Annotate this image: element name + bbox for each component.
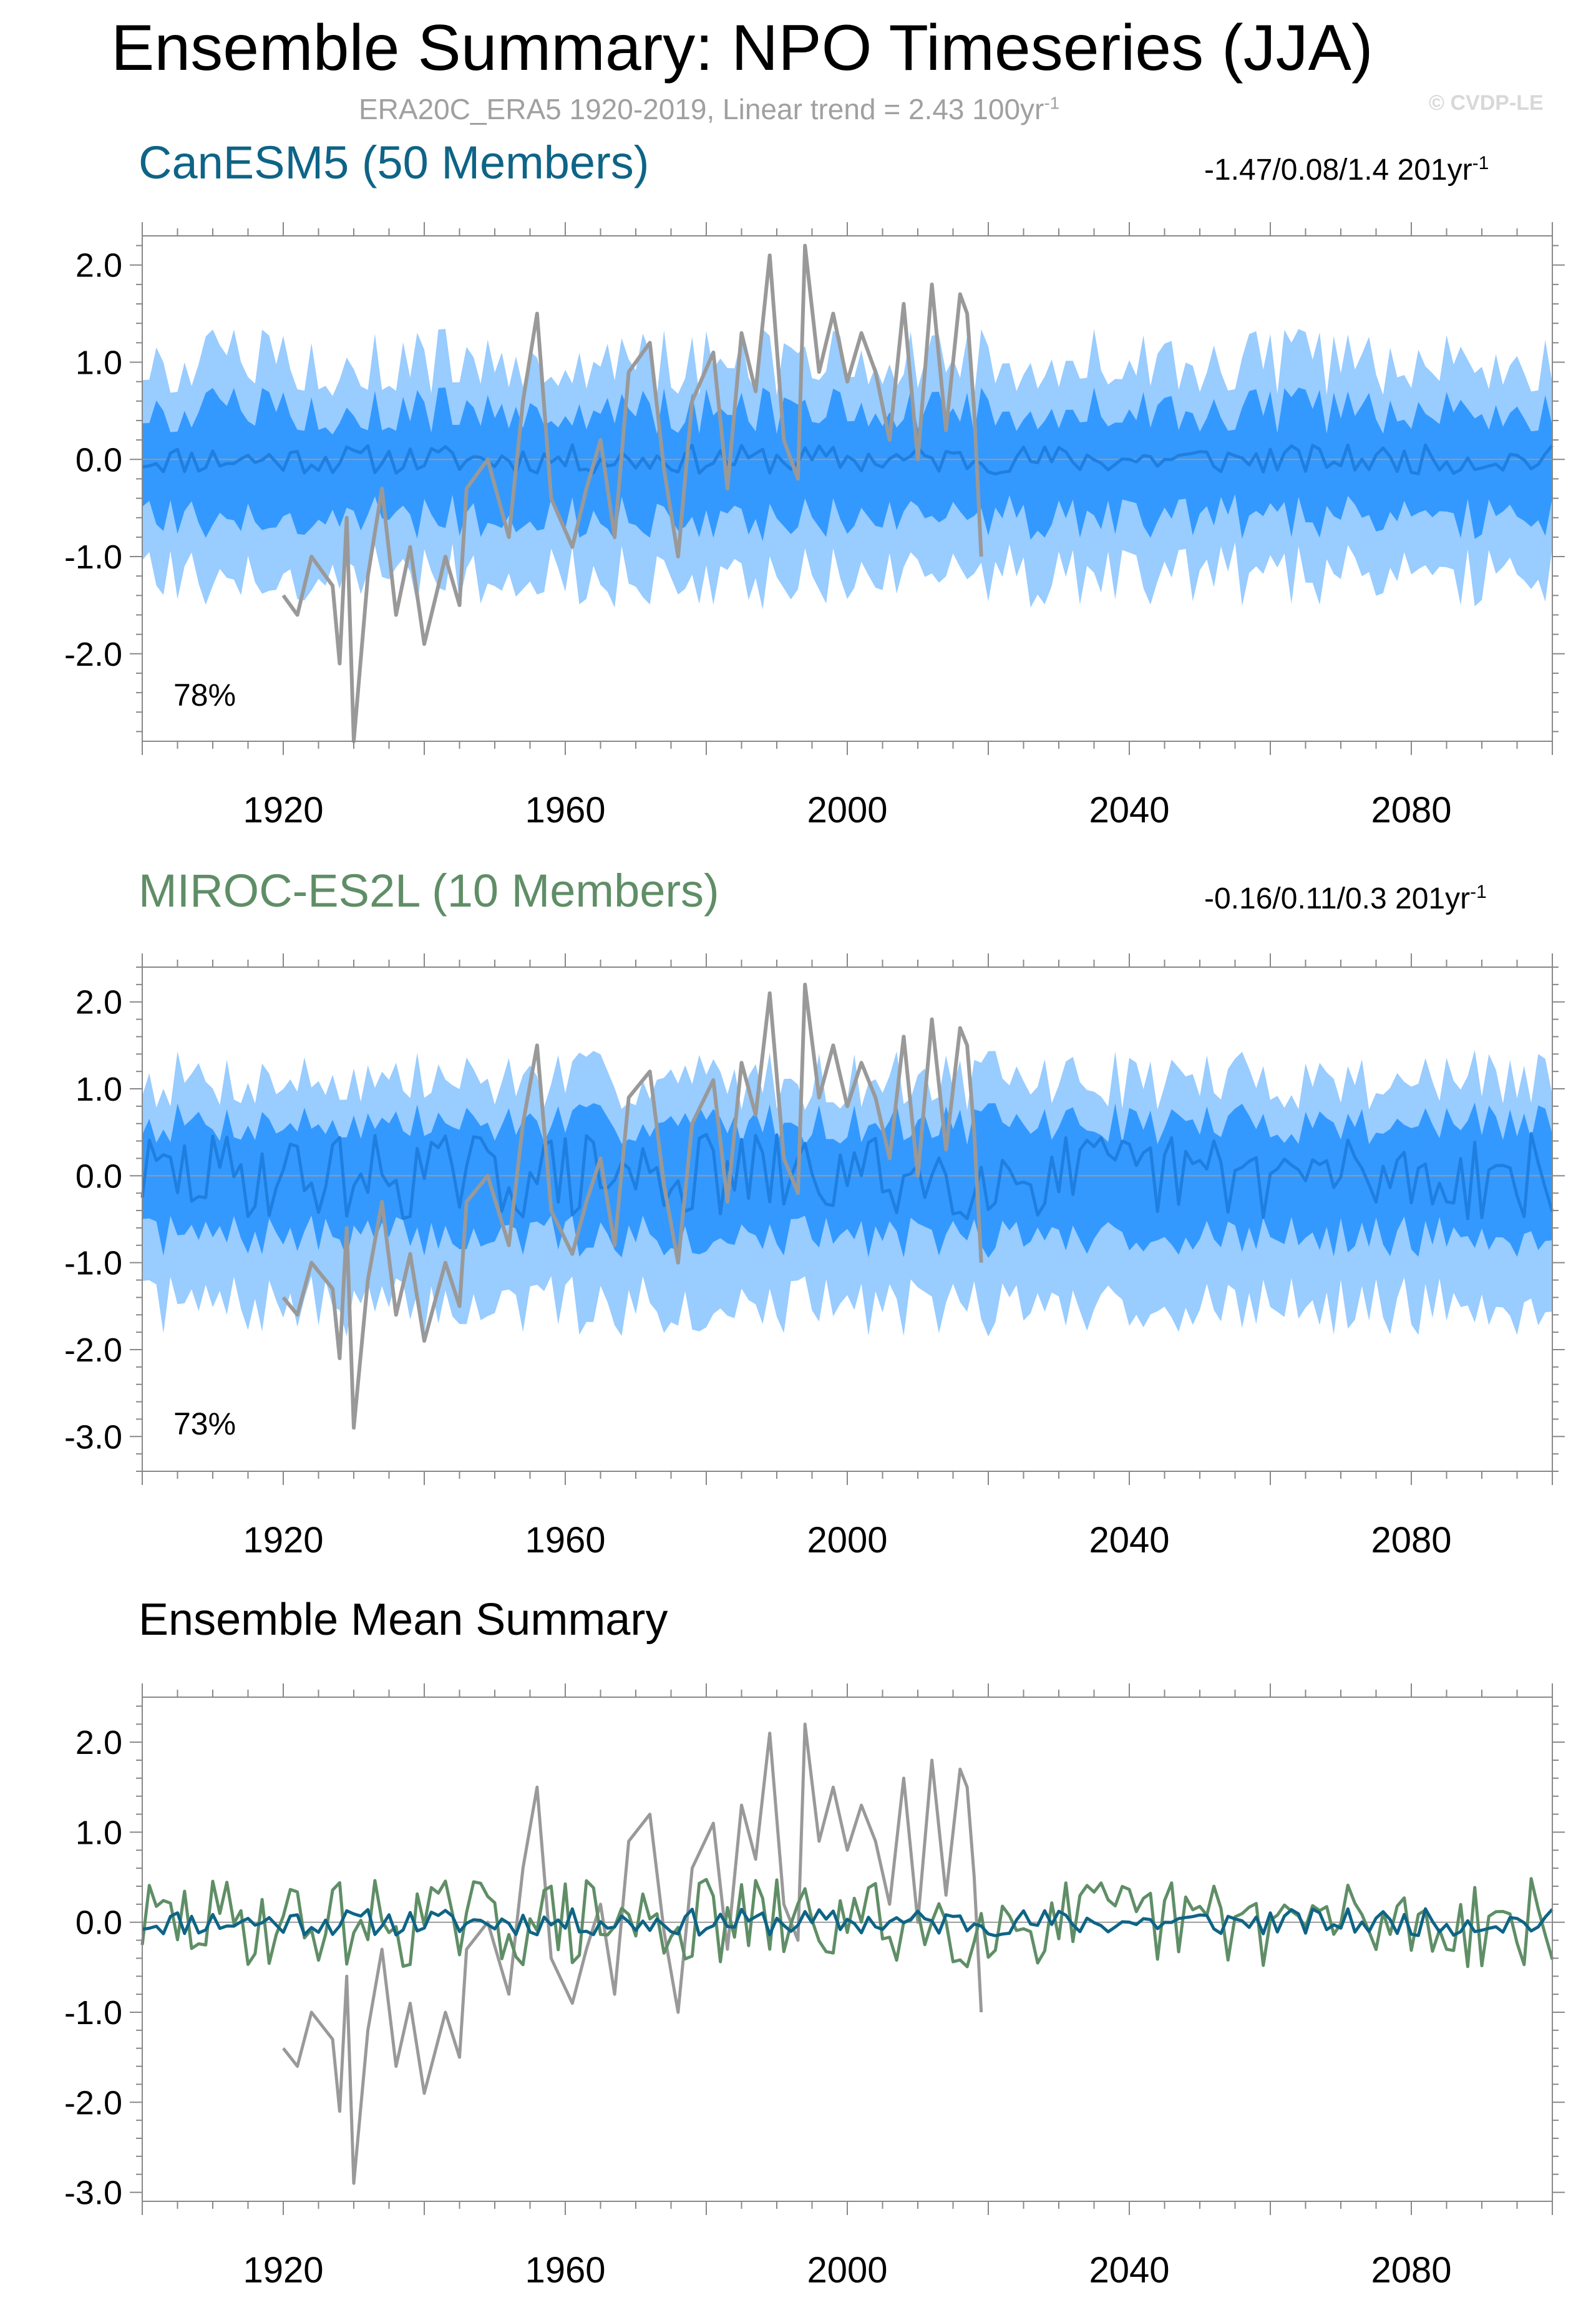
summary-xtick-label: 2080 bbox=[1371, 2250, 1451, 2291]
miroc-chart: 2.0 1.0 0.0 -1.0 -2.0 -3.0 1920 1960 2000 2040 208… bbox=[64, 953, 1565, 1561]
miroc-trend-exponent: -1 bbox=[1470, 882, 1487, 902]
canesm5-ytick-label: 1.0 bbox=[75, 344, 122, 382]
canesm5-trend-stats: -1.47/0.08/1.4 201yr-1 bbox=[1204, 153, 1489, 187]
canesm5-ensemble-mean-line bbox=[142, 443, 1554, 476]
obs-subtitle: ERA20C_ERA5 1920-2019, Linear trend = 2.… bbox=[359, 92, 1059, 126]
miroc-title: MIROC-ES2L (10 Members) bbox=[139, 865, 719, 917]
canesm5-ytick-label: -1.0 bbox=[64, 538, 122, 576]
miroc-ytick-label: -3.0 bbox=[64, 1418, 122, 1456]
canesm5-trend-text: -1.47/0.08/1.4 201yr bbox=[1204, 153, 1472, 187]
miroc-ytick-label: -2.0 bbox=[64, 1332, 122, 1369]
miroc-ytick-label: 2.0 bbox=[75, 984, 122, 1021]
canesm5-ytick-label: -2.0 bbox=[64, 636, 122, 673]
miroc-obs-line bbox=[281, 982, 983, 1430]
miroc-trend-stats: -0.16/0.11/0.3 201yr-1 bbox=[1204, 882, 1487, 916]
summary-ytick-label: -1.0 bbox=[64, 1994, 122, 2032]
obs-subtitle-text: ERA20C_ERA5 1920-2019, Linear trend = 2.… bbox=[359, 93, 1044, 125]
summary-xtick-label: 1920 bbox=[243, 2250, 323, 2291]
canesm5-obs-line bbox=[281, 243, 983, 743]
summary-xtick-label: 2040 bbox=[1089, 2250, 1169, 2291]
miroc-xtick-label: 1960 bbox=[525, 1520, 605, 1561]
canesm5-xtick-label: 2080 bbox=[1371, 790, 1451, 830]
miroc-xtick-label: 2080 bbox=[1371, 1520, 1451, 1561]
canesm5-xtick-label: 1960 bbox=[525, 790, 605, 830]
summary-ytick-label: 0.0 bbox=[75, 1904, 122, 1942]
summary-obs-line bbox=[282, 1722, 983, 2185]
canesm5-percent-label: 78% bbox=[173, 678, 236, 713]
summary-plot-frame bbox=[142, 1697, 1553, 2202]
cvdp-watermark: © CVDP-LE bbox=[1429, 91, 1544, 115]
summary-ytick-label: 1.0 bbox=[75, 1814, 122, 1851]
canesm5-xtick-label: 2000 bbox=[807, 790, 887, 830]
canesm5-trend-exponent: -1 bbox=[1472, 153, 1489, 173]
obs-subtitle-exponent: -1 bbox=[1044, 93, 1060, 113]
page-title: Ensemble Summary: NPO Timeseries (JJA) bbox=[111, 12, 1373, 84]
miroc-xtick-label: 2000 bbox=[807, 1520, 887, 1561]
summary-title: Ensemble Mean Summary bbox=[139, 1595, 668, 1645]
summary-chart: 2.0 1.0 0.0 -1.0 -2.0 -3.0 1920 1960 2000 2040 208… bbox=[64, 1683, 1565, 2291]
canesm5-ytick-label: 2.0 bbox=[75, 247, 122, 285]
miroc-ensemble-mean-line bbox=[140, 1132, 1554, 1220]
summary-miroc-mean-line bbox=[140, 1877, 1554, 1969]
summary-ytick-label: -3.0 bbox=[64, 2174, 122, 2212]
canesm5-xtick-label: 2040 bbox=[1089, 790, 1169, 830]
summary-canesm5-mean-line bbox=[142, 1907, 1554, 1937]
miroc-ytick-label: 1.0 bbox=[75, 1071, 122, 1108]
canesm5-xtick-label: 1920 bbox=[243, 790, 323, 830]
miroc-trend-text: -0.16/0.11/0.3 201yr bbox=[1204, 882, 1471, 915]
miroc-ytick-label: -1.0 bbox=[64, 1245, 122, 1282]
miroc-percent-label: 73% bbox=[173, 1406, 236, 1441]
summary-ytick-label: -2.0 bbox=[64, 2084, 122, 2121]
miroc-xtick-label: 1920 bbox=[243, 1520, 323, 1561]
summary-xtick-label: 1960 bbox=[525, 2250, 605, 2291]
summary-ytick-label: 2.0 bbox=[75, 1724, 122, 1761]
canesm5-band-inner bbox=[142, 387, 1552, 542]
canesm5-chart: 2.0 1.0 0.0 -1.0 -2.0 1920 1960 2000 2040 2080 bbox=[64, 222, 1565, 830]
canesm5-title: CanESM5 (50 Members) bbox=[139, 137, 650, 188]
miroc-ytick-label: 0.0 bbox=[75, 1157, 122, 1195]
summary-xtick-label: 2000 bbox=[807, 2250, 887, 2291]
canesm5-ytick-label: 0.0 bbox=[75, 441, 122, 479]
miroc-xtick-label: 2040 bbox=[1089, 1520, 1169, 1561]
